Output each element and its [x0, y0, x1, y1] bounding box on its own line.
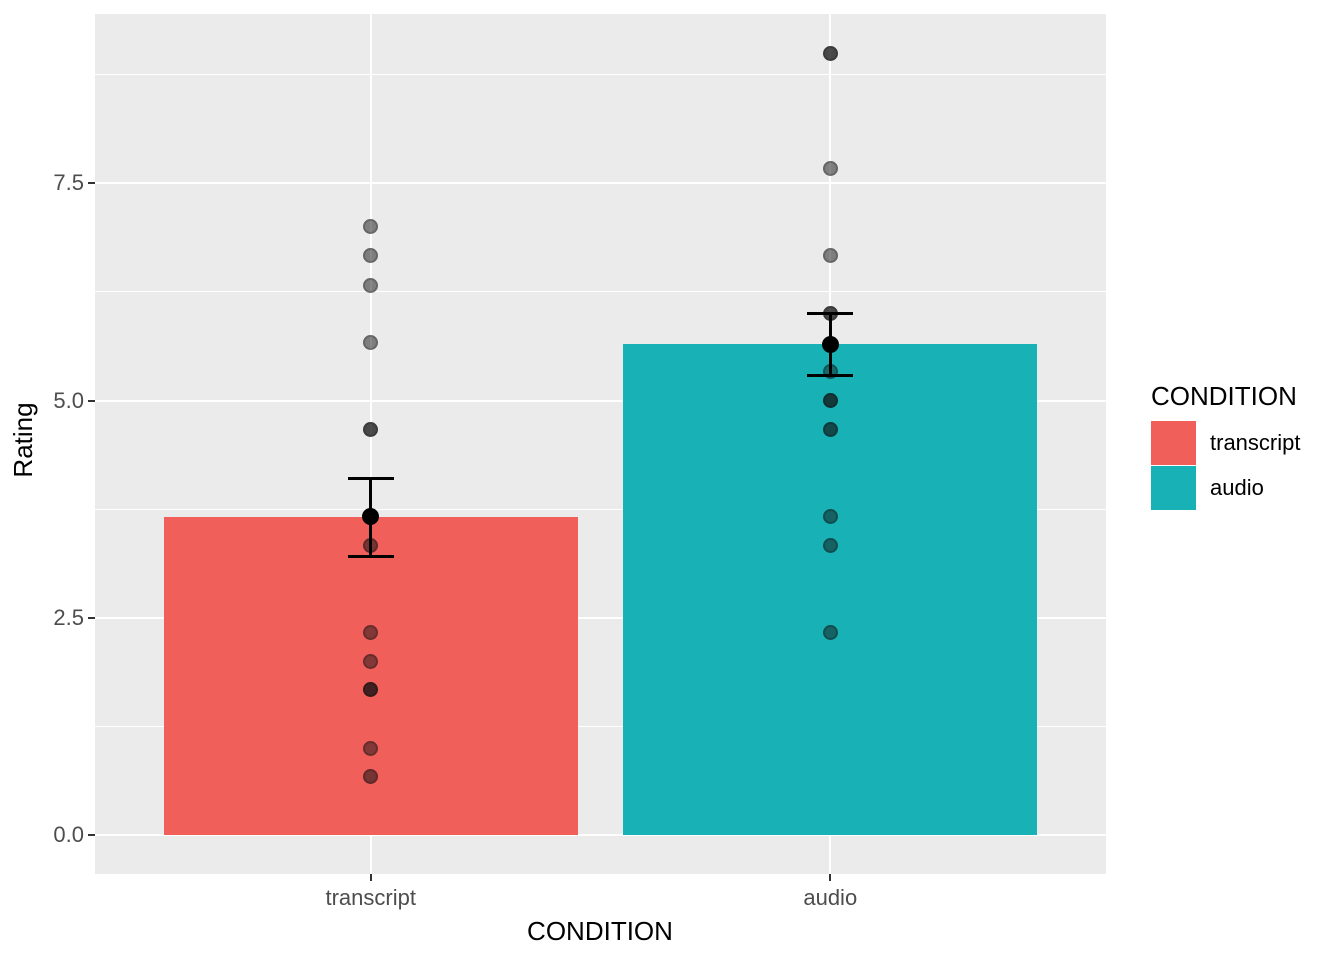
y-tick-label: 0.0 — [53, 821, 84, 847]
jitter-point — [363, 769, 379, 785]
y-tick-label: 2.5 — [53, 604, 84, 630]
gridline-minor — [95, 508, 1106, 510]
x-tick-mark — [369, 874, 372, 881]
gridline-major — [95, 616, 1106, 619]
error-bar-cap-transcript — [347, 555, 394, 559]
jitter-point — [822, 247, 838, 263]
x-tick-mark — [829, 874, 832, 881]
gridline-minor — [95, 725, 1106, 727]
x-tick-label-transcript: transcript — [325, 885, 416, 910]
bar-audio — [623, 344, 1038, 835]
jitter-point — [363, 625, 379, 640]
jitter-point — [822, 625, 838, 640]
gridline-major — [95, 399, 1106, 402]
jitter-point — [822, 508, 838, 524]
y-axis-title: Rating — [8, 402, 38, 478]
gridline-minor — [95, 291, 1106, 293]
jitter-point — [363, 334, 379, 350]
jitter-point — [363, 421, 379, 437]
legend-title: CONDITION — [1151, 381, 1297, 411]
error-bar-cap-transcript — [347, 477, 394, 481]
y-tick-mark — [88, 399, 95, 402]
plot-panel — [95, 14, 1106, 874]
gridline-major — [95, 833, 1106, 836]
x-tick-label-audio: audio — [803, 885, 858, 910]
y-tick-mark — [88, 182, 95, 185]
jitter-point — [363, 653, 379, 669]
jitter-point — [822, 161, 838, 177]
y-tick-mark — [88, 616, 95, 619]
legend-label-transcript: transcript — [1210, 430, 1301, 455]
jitter-point — [363, 682, 379, 698]
jitter-point — [363, 740, 379, 756]
jitter-point — [822, 421, 838, 437]
mean-point-audio — [821, 335, 839, 353]
mean-point-transcript — [362, 508, 380, 526]
gridline-major — [95, 182, 1106, 185]
x-axis-title: CONDITION — [527, 916, 673, 946]
jitter-point — [822, 393, 838, 409]
jitter-point — [822, 538, 838, 554]
y-tick-mark — [88, 833, 95, 836]
legend-swatch-transcript — [1151, 421, 1196, 465]
legend: CONDITION transcript audio — [1151, 381, 1300, 510]
y-tick-label: 5.0 — [53, 387, 84, 413]
jitter-point — [363, 277, 379, 293]
legend-swatch-audio — [1151, 466, 1196, 510]
y-tick-label: 7.5 — [53, 170, 84, 196]
gridline-minor — [95, 74, 1106, 76]
jitter-point — [822, 45, 838, 61]
legend-label-audio: audio — [1210, 475, 1264, 500]
bar-transcript — [163, 516, 578, 835]
jitter-point — [363, 219, 379, 235]
error-bar-cap-audio — [807, 312, 854, 316]
gridline-vertical-transcript — [369, 14, 372, 874]
error-bar-cap-audio — [807, 373, 854, 377]
jitter-point — [363, 247, 379, 263]
